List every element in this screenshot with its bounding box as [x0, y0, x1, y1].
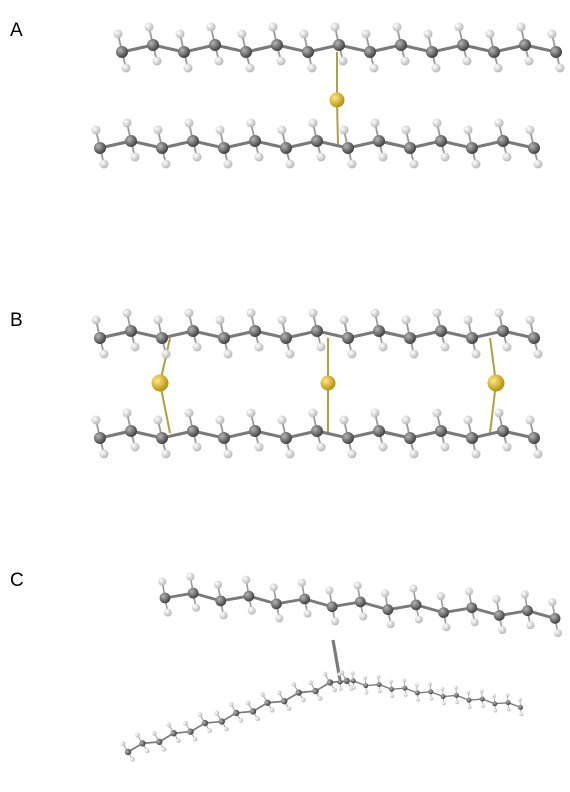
panel-label: B [10, 310, 23, 331]
molecule-c [119, 571, 564, 764]
molecule-a [92, 23, 565, 169]
panel-label: C [10, 570, 24, 591]
molecule-b [92, 309, 543, 459]
panel-label: A [10, 20, 23, 41]
